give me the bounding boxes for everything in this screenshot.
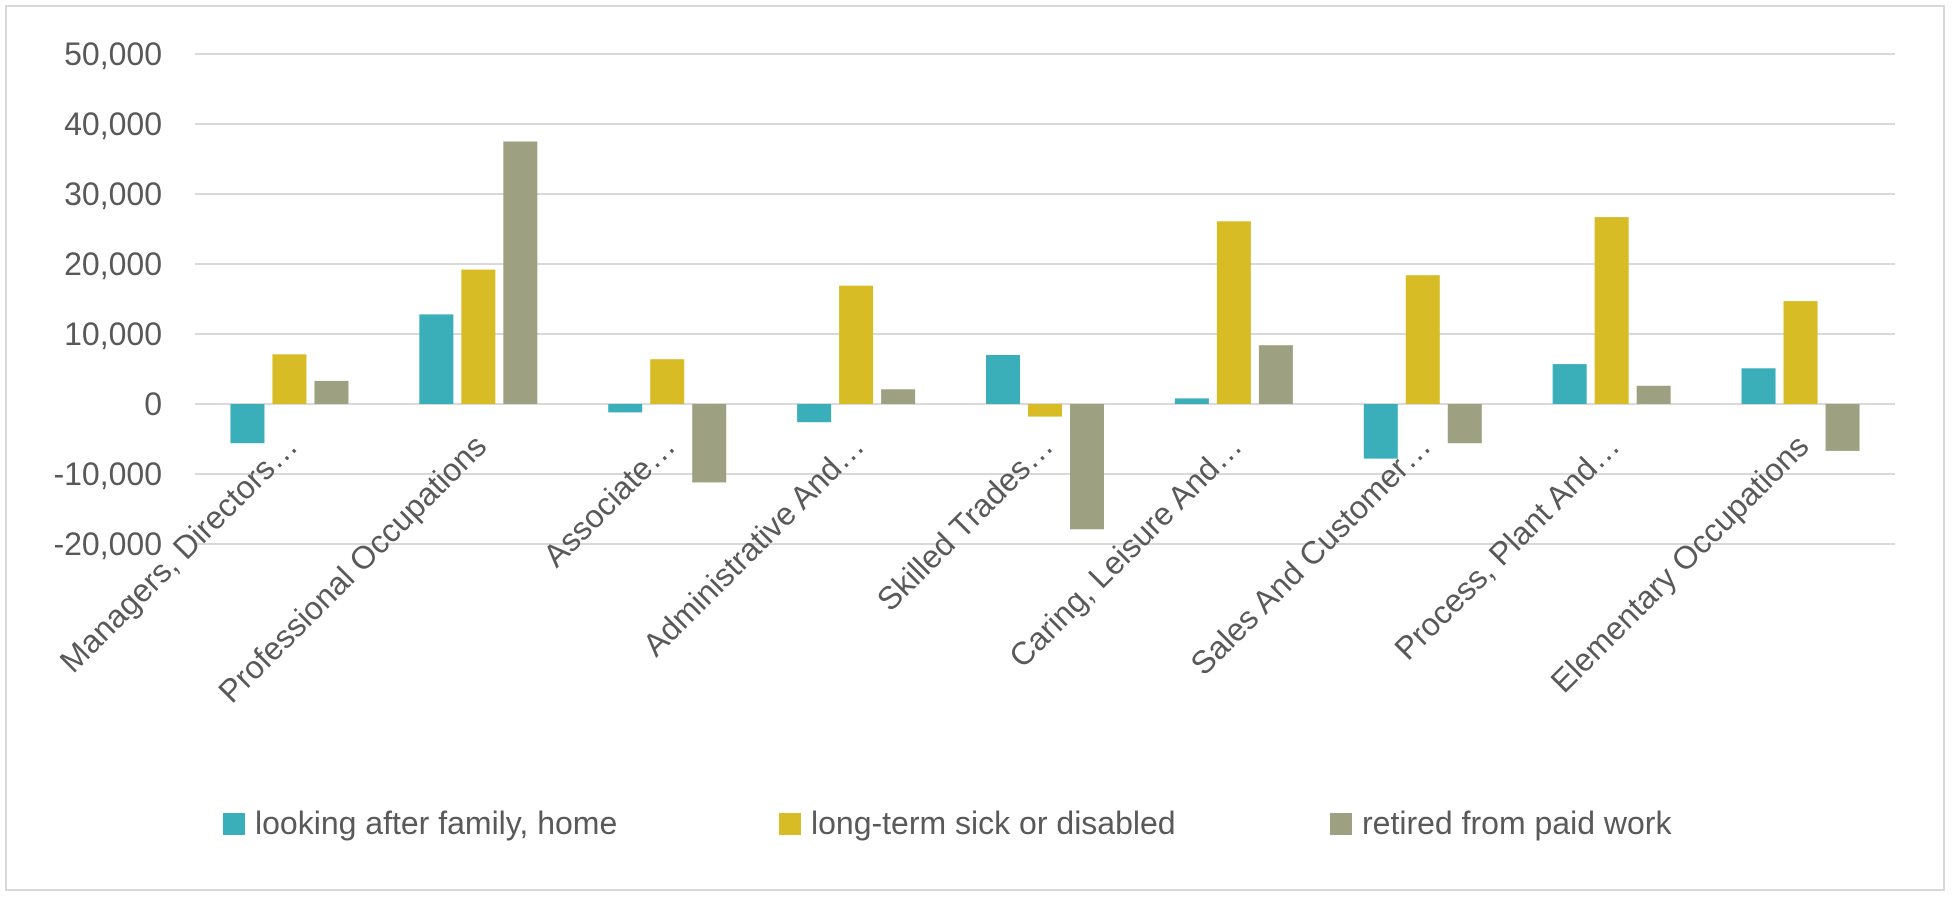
bar-retired-from-paid-work	[1447, 404, 1482, 444]
bar-retired-from-paid-work	[503, 141, 538, 404]
bar-looking-after-family-home	[1741, 368, 1776, 404]
bar-long-term-sick-or-disabled	[1216, 221, 1251, 404]
bar-retired-from-paid-work	[881, 389, 916, 404]
x-axis-category-labels: Managers, Directors…Professional Occupat…	[53, 427, 1816, 709]
bar-long-term-sick-or-disabled	[272, 354, 307, 404]
bar-long-term-sick-or-disabled	[1405, 275, 1440, 404]
y-tick-label: 50,000	[64, 36, 162, 72]
bar-long-term-sick-or-disabled	[1028, 404, 1062, 417]
bar-looking-after-family-home	[608, 404, 643, 413]
bars	[230, 141, 1860, 530]
legend-label: looking after family, home	[255, 805, 617, 841]
bar-looking-after-family-home	[419, 314, 454, 404]
legend-label: retired from paid work	[1362, 805, 1672, 841]
category-label: Associate…	[536, 427, 682, 573]
bar-looking-after-family-home	[1552, 364, 1587, 404]
legend-label: long-term sick or disabled	[811, 805, 1176, 841]
y-tick-label: 40,000	[64, 106, 162, 142]
bar-long-term-sick-or-disabled	[1783, 301, 1818, 404]
y-tick-label: 30,000	[64, 176, 162, 212]
bar-long-term-sick-or-disabled	[1594, 217, 1629, 404]
legend: looking after family, home long-term sick…	[223, 805, 1672, 841]
bar-retired-from-paid-work	[1070, 404, 1104, 530]
y-axis-tick-labels: 50,000 40,000 30,000 20,000 10,000 0 -10,000 -2…	[53, 36, 162, 562]
bar-long-term-sick-or-disabled	[839, 285, 874, 404]
y-tick-label: 10,000	[64, 316, 162, 352]
legend-swatch	[1330, 813, 1352, 835]
y-tick-label: -20,000	[53, 526, 162, 562]
chart-frame	[5, 5, 1945, 891]
bar-retired-from-paid-work	[1825, 404, 1860, 451]
legend-swatch	[223, 813, 245, 835]
y-tick-label: -10,000	[53, 456, 162, 492]
bar-looking-after-family-home	[986, 355, 1020, 404]
bar-long-term-sick-or-disabled	[461, 269, 496, 404]
bar-looking-after-family-home	[230, 404, 265, 444]
bar-looking-after-family-home	[1363, 404, 1398, 459]
bar-long-term-sick-or-disabled	[650, 359, 685, 404]
legend-swatch	[779, 813, 801, 835]
bar-looking-after-family-home	[1174, 398, 1209, 404]
bar-retired-from-paid-work	[1636, 385, 1671, 404]
y-tick-label: 0	[144, 386, 162, 422]
bar-retired-from-paid-work	[692, 404, 727, 483]
bar-retired-from-paid-work	[314, 380, 349, 404]
y-tick-label: 20,000	[64, 246, 162, 282]
category-label: Skilled Trades…	[870, 427, 1060, 617]
bar-retired-from-paid-work	[1258, 345, 1293, 404]
bar-looking-after-family-home	[797, 404, 832, 423]
